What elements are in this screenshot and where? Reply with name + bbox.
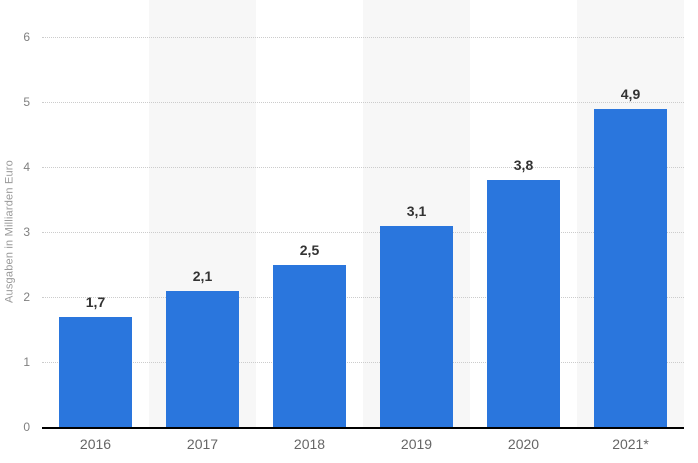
value-label-2017: 2,1: [192, 267, 213, 284]
x-category-label-2021*: 2021*: [612, 436, 649, 452]
gridline-3: [42, 232, 684, 233]
x-category-label-2020: 2020: [507, 436, 540, 452]
x-category-label-2016: 2016: [79, 436, 112, 452]
y-tick-label-1: 1: [23, 355, 30, 369]
x-category-label-2017: 2017: [186, 436, 219, 452]
y-tick-label-2: 2: [23, 290, 30, 304]
gridline-4: [42, 167, 684, 168]
bar-2017[interactable]: [166, 290, 239, 427]
bar-2018[interactable]: [273, 264, 346, 427]
gridline-1: [42, 362, 684, 363]
value-label-2021*: 4,9: [620, 85, 641, 102]
value-label-2016: 1,7: [85, 293, 106, 310]
value-label-2018: 2,5: [299, 241, 320, 258]
bar-2020[interactable]: [487, 180, 560, 427]
gridline-5: [42, 102, 684, 103]
gridline-2: [42, 297, 684, 298]
y-tick-label-0: 0: [23, 420, 30, 434]
bar-2021*[interactable]: [594, 108, 667, 427]
y-tick-label-4: 4: [23, 160, 30, 174]
y-tick-label-3: 3: [23, 225, 30, 239]
y-tick-label-6: 6: [23, 30, 30, 44]
bar-2019[interactable]: [380, 225, 453, 427]
value-label-2019: 3,1: [406, 202, 427, 219]
x-category-label-2018: 2018: [293, 436, 326, 452]
value-label-2020: 3,8: [513, 157, 534, 173]
x-category-label-2019: 2019: [400, 436, 433, 452]
x-axis-line: [42, 427, 684, 429]
gridline-6: [42, 37, 684, 38]
y-tick-label-5: 5: [23, 95, 30, 109]
bar-2016[interactable]: [59, 316, 132, 427]
